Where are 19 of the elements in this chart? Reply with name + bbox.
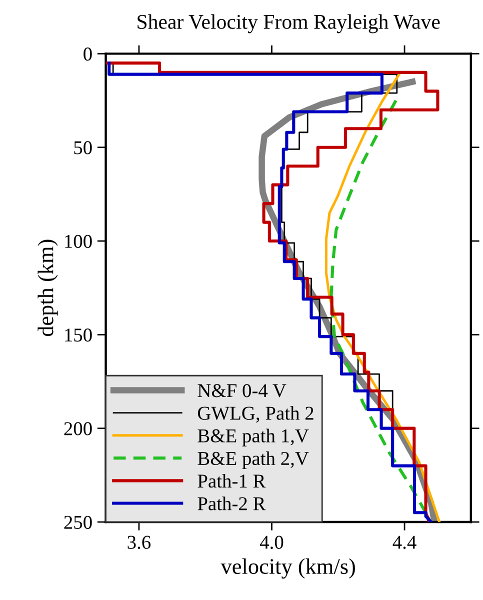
- legend-label: B&E path 2,V: [198, 451, 309, 469]
- legend-label: GWLG, Path 2: [198, 406, 314, 423]
- y-tick-label: 250: [64, 516, 92, 529]
- legend-label: N&F 0-4 V: [198, 384, 286, 398]
- y-tick-label: 150: [65, 328, 92, 342]
- y-tick-label: 50: [74, 141, 92, 154]
- legend-label: Path-1 R: [198, 474, 266, 488]
- y-tick-label: 200: [64, 422, 92, 436]
- legend-label: B&E path 1,V: [198, 428, 309, 446]
- x-tick-label: 4.4: [392, 536, 416, 549]
- line-series: [330, 99, 433, 522]
- y-tick-label: 100: [65, 234, 92, 248]
- x-tick-label: 3.6: [128, 536, 151, 549]
- legend-label: Path-2 R: [198, 496, 266, 510]
- y-tick-label: 0: [84, 48, 92, 61]
- y-axis-title: depth (km): [38, 240, 58, 336]
- chart-title: Shear Velocity From Rayleigh Wave: [138, 14, 440, 34]
- x-axis-title: velocity (km/s): [220, 558, 355, 579]
- x-tick-label: 4.0: [260, 536, 284, 549]
